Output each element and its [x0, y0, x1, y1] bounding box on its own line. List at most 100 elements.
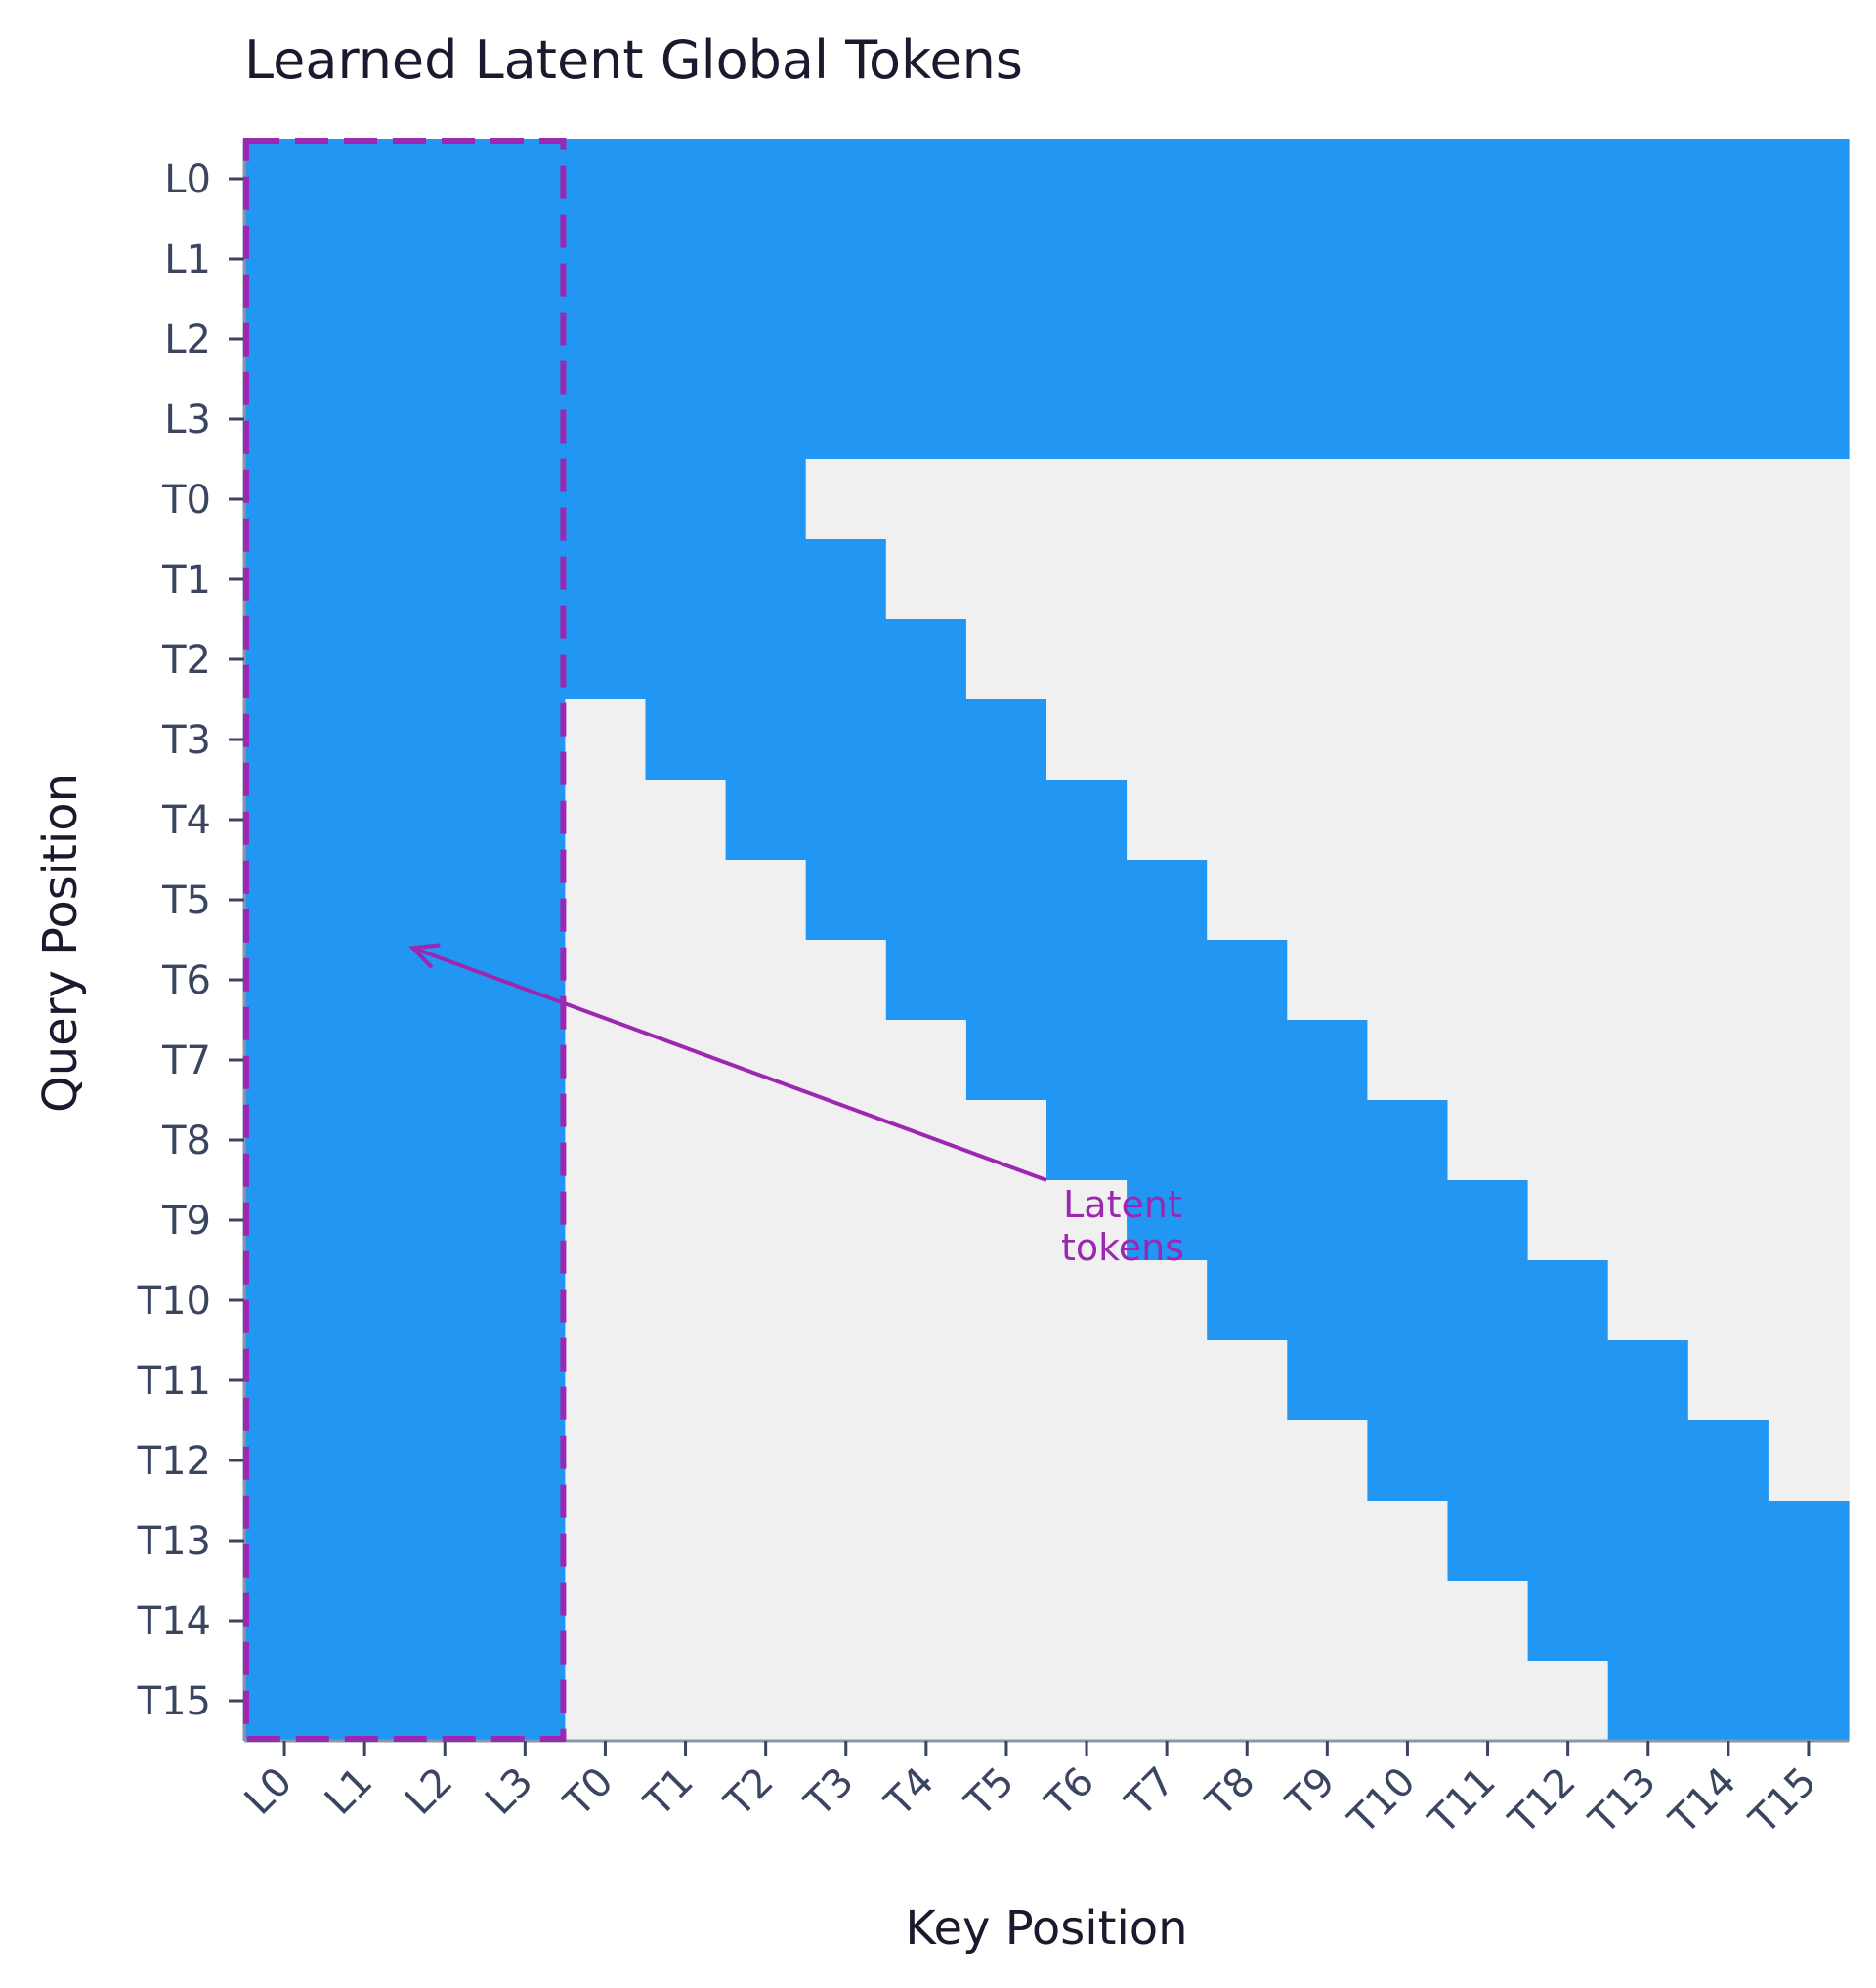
heatmap-cell [1447, 539, 1529, 620]
heatmap-cell [645, 139, 727, 220]
heatmap-cell [324, 1501, 405, 1582]
heatmap-cell [324, 299, 405, 380]
heatmap-cell [405, 780, 486, 861]
heatmap-cell [1447, 459, 1529, 540]
heatmap-cell [1046, 1260, 1128, 1341]
annotation-arrow-head [408, 943, 441, 969]
heatmap-cell [885, 780, 967, 861]
heatmap-cell [1367, 139, 1449, 220]
y-tick-label: T7 [161, 1038, 211, 1083]
heatmap-cell [885, 940, 967, 1021]
heatmap-cell [1768, 379, 1850, 460]
x-axis-ticks: L0 L1 L2 L3 T0 T1 T2 T3 T4 T5 T6 T7 T8 T9T10T11T12T13… [236, 1741, 1825, 1843]
heatmap-cell [1207, 1340, 1288, 1421]
heatmap-cell [405, 619, 486, 700]
heatmap-cell [565, 619, 647, 700]
heatmap-cell [1768, 619, 1850, 700]
heatmap-cell [1127, 1180, 1208, 1261]
heatmap-cell [1687, 699, 1769, 781]
heatmap-cell [1447, 780, 1529, 861]
heatmap-cell [1367, 459, 1449, 540]
heatmap-cell [965, 299, 1047, 380]
heatmap-cell [885, 539, 967, 620]
heatmap-cell [324, 1581, 405, 1662]
heatmap-cell [645, 619, 727, 700]
heatmap-cell [1527, 379, 1609, 460]
heatmap-cell [1046, 780, 1128, 861]
heatmap-cell [1447, 860, 1529, 941]
heatmap-cell [1127, 860, 1208, 941]
heatmap-cell [1127, 780, 1208, 861]
heatmap-cell [1447, 699, 1529, 781]
heatmap-cell [1687, 1661, 1769, 1742]
heatmap-cell [1127, 1260, 1208, 1341]
heatmap-cell [324, 459, 405, 540]
heatmap-cell [1607, 219, 1689, 300]
heatmap-cell [1768, 940, 1850, 1021]
heatmap-cell [485, 1180, 566, 1261]
heatmap-cell [645, 780, 727, 861]
heatmap-cell [324, 780, 405, 861]
heatmap-cell [1127, 619, 1208, 700]
heatmap-cell [965, 1581, 1047, 1662]
heatmap-cell [805, 1501, 887, 1582]
heatmap-cell [324, 940, 405, 1021]
heatmap-cell [645, 699, 727, 781]
x-tick-label: T4 [875, 1759, 943, 1827]
heatmap-cell [645, 379, 727, 460]
y-axis-ticks: L0 L1 L2 L3 T0 T1 T2 T3 T4 T5 T6 T7 T8 T9 T10 T11 T12 T13… [137, 157, 244, 1724]
heatmap-cell [485, 539, 566, 620]
heatmap-cell [565, 379, 647, 460]
heatmap-cell [405, 379, 486, 460]
heatmap-cell [1127, 299, 1208, 380]
heatmap-cell [805, 299, 887, 380]
y-tick-label: L2 [164, 317, 211, 362]
heatmap-cell [725, 1581, 807, 1662]
heatmap-cell [725, 379, 807, 460]
heatmap-cell [1046, 1501, 1128, 1582]
heatmap-cell [324, 1420, 405, 1502]
heatmap-cell [565, 1501, 647, 1582]
heatmap-cell [565, 1661, 647, 1742]
heatmap-cell [1527, 1420, 1609, 1502]
heatmap-cell [1046, 1180, 1128, 1261]
heatmap-cell [324, 1100, 405, 1181]
heatmap-cell [324, 1661, 405, 1742]
heatmap-cell [965, 1180, 1047, 1261]
heatmap-cell [1367, 1501, 1449, 1582]
heatmap-cell [1687, 139, 1769, 220]
heatmap-cell [1687, 539, 1769, 620]
heatmap-cell [1527, 699, 1609, 781]
heatmap-cell [1768, 459, 1850, 540]
heatmap-cell [965, 1260, 1047, 1341]
heatmap-cell [1046, 459, 1128, 540]
heatmap-cell [244, 1581, 325, 1662]
heatmap-cell [565, 1180, 647, 1261]
heatmap-cell [1287, 780, 1368, 861]
heatmap-cell [1768, 1501, 1850, 1582]
heatmap-cell [1447, 1581, 1529, 1662]
heatmap-cell [885, 1501, 967, 1582]
heatmap-cell [1687, 1340, 1769, 1421]
heatmap-cell [485, 299, 566, 380]
heatmap-cell [244, 1420, 325, 1502]
heatmap-cell [1527, 219, 1609, 300]
heatmap-cell [244, 1340, 325, 1421]
x-tick-label: T3 [795, 1759, 863, 1827]
heatmap-cell [725, 1661, 807, 1742]
heatmap-cell [485, 699, 566, 781]
x-tick-label: T0 [555, 1759, 622, 1827]
heatmap-cell [1527, 1340, 1609, 1421]
heatmap-cell [885, 379, 967, 460]
heatmap-cell [805, 1260, 887, 1341]
x-tick-label: T7 [1117, 1759, 1184, 1827]
heatmap-cell [725, 780, 807, 861]
heatmap-cell [1127, 699, 1208, 781]
heatmap-cell [1127, 1501, 1208, 1582]
annotation-arrow-line [411, 946, 1047, 1182]
heatmap-cell [1527, 299, 1609, 380]
heatmap-cell [885, 860, 967, 941]
heatmap-cell [1367, 299, 1449, 380]
heatmap-cell [805, 539, 887, 620]
